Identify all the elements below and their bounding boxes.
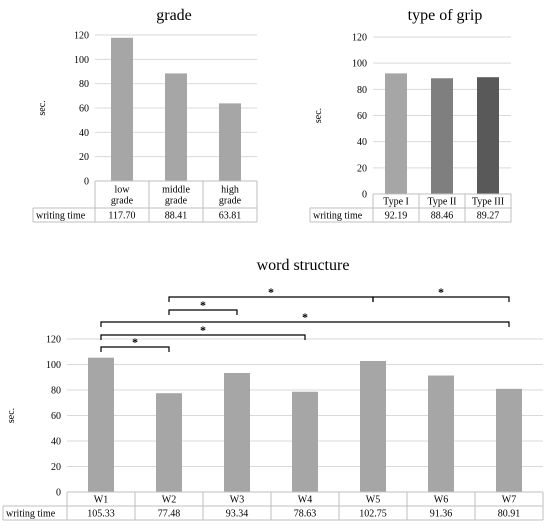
chart-title-type-of-grip: type of grip [408, 7, 483, 24]
category-label: high [221, 185, 239, 196]
significance-marker: * [200, 323, 206, 337]
significance-bracket [100, 346, 170, 352]
y-tick-label: 20 [51, 462, 61, 473]
data-label: 80.91 [498, 509, 521, 520]
y-tick-label: 100 [74, 55, 89, 66]
y-tick-label: 40 [51, 437, 61, 448]
bar [165, 73, 187, 181]
significance-marker: * [438, 285, 444, 299]
bar [156, 393, 182, 492]
category-label: grade [165, 196, 188, 207]
significance-marker: * [132, 335, 138, 349]
significance-bracket [100, 321, 510, 327]
category-label: W1 [94, 495, 108, 506]
y-tick-label: 40 [357, 137, 367, 148]
y-tick-label: 40 [79, 128, 89, 139]
bar [111, 37, 133, 181]
chart-title-grade: grade [156, 7, 192, 24]
bar [496, 388, 522, 492]
significance-marker: * [200, 298, 206, 312]
y-tick-label: 20 [79, 152, 89, 163]
bar [428, 375, 454, 492]
category-label: grade [219, 196, 242, 207]
y-tick-label: 80 [357, 85, 367, 96]
bar [219, 103, 241, 181]
y-tick-label: 0 [84, 177, 89, 188]
category-label: middle [162, 185, 190, 196]
series-name-label: writing time [36, 211, 86, 222]
category-label: Type I [383, 197, 409, 208]
significance-bracket [168, 309, 238, 315]
significance-marker: * [302, 310, 308, 324]
chart-title-word-structure: word structure [257, 257, 350, 274]
y-tick-label: 120 [46, 335, 61, 346]
y-axis-label: sec. [37, 100, 48, 115]
bar [431, 78, 453, 194]
y-tick-label: 0 [56, 488, 61, 499]
y-tick-label: 100 [352, 59, 367, 70]
data-label: 88.41 [165, 211, 188, 222]
y-tick-label: 120 [74, 31, 89, 42]
data-label: 78.63 [294, 509, 317, 520]
data-label: 88.46 [431, 211, 454, 222]
significance-bracket [372, 296, 510, 302]
y-tick-label: 0 [362, 190, 367, 201]
bar [292, 391, 318, 492]
category-label: W4 [298, 495, 312, 506]
series-name-label: writing time [313, 211, 363, 222]
data-label: 91.36 [430, 509, 453, 520]
data-label: 63.81 [219, 211, 242, 222]
data-label: 102.75 [359, 509, 387, 520]
bar [88, 357, 114, 492]
significance-marker: * [268, 285, 274, 299]
category-label: W6 [434, 495, 448, 506]
data-label: 89.27 [477, 211, 500, 222]
data-label: 93.34 [226, 509, 249, 520]
y-tick-label: 120 [352, 33, 367, 44]
y-tick-label: 60 [51, 411, 61, 422]
y-tick-label: 20 [357, 163, 367, 174]
y-tick-label: 60 [79, 104, 89, 115]
category-label: Type II [427, 197, 456, 208]
category-label: W7 [502, 495, 516, 506]
category-label: W5 [366, 495, 380, 506]
y-tick-label: 100 [46, 360, 61, 371]
bar [385, 73, 407, 194]
category-label: low [115, 185, 131, 196]
category-label: Type III [472, 197, 504, 208]
series-name-label: writing time [6, 509, 56, 520]
bar [224, 372, 250, 492]
category-label: W3 [230, 495, 244, 506]
data-label: 77.48 [158, 509, 181, 520]
bar [477, 77, 499, 194]
y-tick-label: 80 [51, 386, 61, 397]
y-tick-label: 80 [79, 79, 89, 90]
category-label: W2 [162, 495, 176, 506]
y-tick-label: 60 [357, 111, 367, 122]
data-label: 105.33 [87, 509, 115, 520]
category-label: grade [111, 196, 134, 207]
y-axis-label: sec. [6, 408, 17, 423]
data-label: 92.19 [385, 211, 408, 222]
bar [360, 360, 386, 492]
y-axis-label: sec. [313, 108, 324, 123]
significance-bracket [100, 334, 306, 340]
data-label: 117.70 [108, 211, 135, 222]
